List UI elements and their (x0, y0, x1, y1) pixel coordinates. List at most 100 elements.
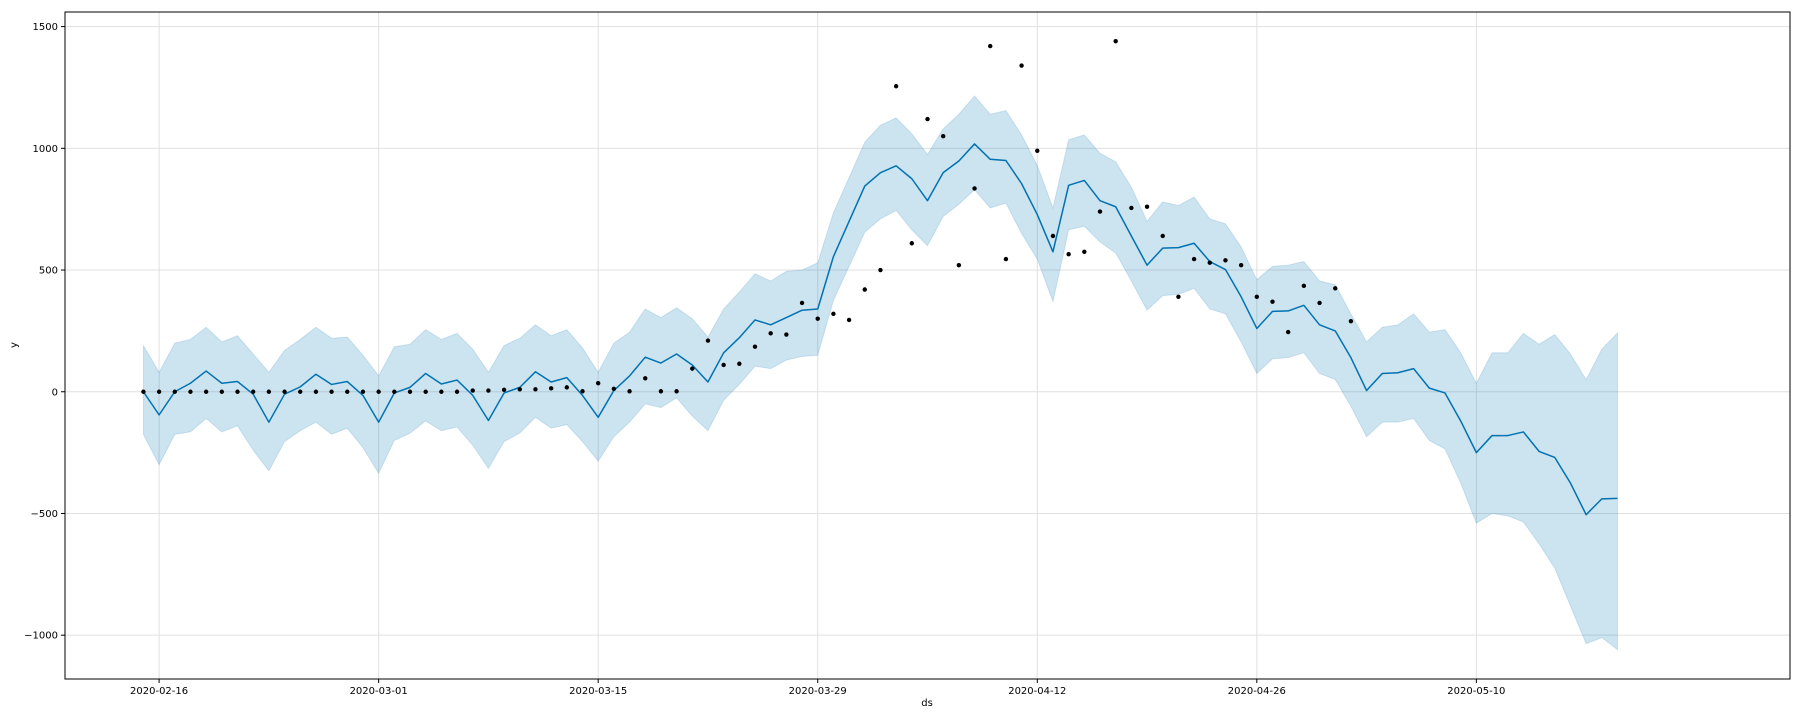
observed-point (501, 387, 507, 392)
observed-point (1035, 148, 1040, 153)
grid (65, 12, 1790, 679)
observed-point (1317, 300, 1322, 306)
observed-point (345, 389, 350, 394)
plot-frame (64, 11, 1791, 680)
observed-point (329, 389, 334, 394)
observed-point (392, 389, 397, 394)
x-tick-label: 2020-03-15 (569, 686, 627, 697)
x-tick-label: 2020-03-29 (789, 686, 847, 697)
observed-point (486, 388, 491, 393)
observed-point (1050, 233, 1056, 239)
observed-point (768, 331, 773, 336)
observed-point (643, 376, 648, 381)
observed-point (298, 389, 303, 394)
observed-point (156, 389, 162, 394)
observed-point (956, 262, 962, 268)
observed-point (1348, 318, 1354, 324)
observed-point (1160, 233, 1165, 239)
observed-point (752, 344, 758, 349)
y-axis-label: y (9, 342, 20, 348)
observed-point (595, 381, 601, 386)
forecast-line (142, 143, 1618, 516)
observed-point (517, 387, 522, 392)
observed-point (470, 388, 475, 393)
observed-point (893, 84, 899, 89)
observed-point (250, 389, 256, 394)
y-axis: 1500 1000 500 0 −500 −1000 (24, 22, 65, 642)
x-tick-label: 2020-05-10 (1447, 686, 1505, 697)
observed-point (1270, 299, 1275, 304)
observed-point (1301, 283, 1307, 289)
y-tick-label: 500 (39, 266, 58, 277)
observed-point (376, 389, 381, 394)
observed-point (784, 332, 789, 337)
observed-point (846, 317, 852, 323)
observed-point (862, 287, 867, 292)
observed-point (454, 389, 460, 394)
observed-point (878, 267, 883, 273)
observed-point (235, 389, 240, 394)
observed-point (611, 386, 617, 392)
observed-point (266, 389, 272, 394)
observed-point (1082, 249, 1087, 254)
uncertainty-band (142, 95, 1618, 651)
x-axis: 2020-02-16 2020-03-01 2020-03-15 2020-03-29… (130, 679, 1505, 697)
x-tick-label: 2020-04-12 (1008, 686, 1066, 697)
y-tick-label: −1000 (24, 631, 58, 642)
observed-point (674, 389, 679, 394)
observed-point (1238, 262, 1244, 268)
x-tick-label: 2020-03-01 (350, 686, 408, 697)
observed-point (219, 389, 225, 394)
observed-point (141, 389, 146, 394)
observed-point (627, 389, 632, 394)
observed-point (1113, 39, 1118, 44)
observed-point (564, 385, 570, 390)
observed-point (1066, 252, 1071, 257)
x-tick-label: 2020-04-26 (1228, 686, 1286, 697)
observed-point (940, 133, 946, 139)
observed-point (1191, 256, 1197, 262)
observed-point (313, 389, 319, 394)
y-tick-label: −500 (31, 509, 58, 520)
observed-point (658, 389, 664, 394)
observed-point (423, 389, 428, 394)
observed-point (815, 316, 820, 321)
observed-point (737, 361, 742, 366)
observed-point (988, 43, 993, 49)
observed-point (203, 389, 209, 394)
observed-point (282, 389, 287, 394)
observed-point (1129, 205, 1134, 211)
y-tick-label: 1000 (33, 144, 58, 155)
observed-point (721, 362, 726, 368)
observed-point (1207, 260, 1212, 265)
observed-point (909, 241, 915, 246)
observed-point (1223, 258, 1228, 263)
y-tick-label: 0 (52, 387, 58, 398)
observed-point (705, 338, 711, 343)
x-tick-label: 2020-02-16 (130, 686, 188, 697)
observed-point (533, 387, 538, 392)
observed-point (831, 311, 836, 317)
observed-point (580, 389, 585, 394)
observed-point (1176, 294, 1181, 300)
observed-point (172, 389, 177, 394)
plot-background (65, 12, 1790, 679)
observed-point (1097, 209, 1103, 214)
observed-point (1003, 256, 1009, 262)
observed-point (1019, 63, 1024, 68)
observed-point (1254, 294, 1260, 300)
observed-point (188, 389, 193, 394)
observed-point (1333, 286, 1338, 291)
observed-point (548, 386, 554, 391)
observed-point (925, 116, 930, 122)
observed-point (439, 389, 444, 394)
observed-point (799, 300, 805, 306)
y-tick-label: 1500 (33, 22, 58, 33)
observed-points-layer (141, 39, 1354, 394)
forecast-line-layer (142, 143, 1618, 516)
x-axis-label: ds (921, 698, 933, 709)
observed-point (690, 366, 695, 371)
observed-point (1144, 204, 1150, 209)
